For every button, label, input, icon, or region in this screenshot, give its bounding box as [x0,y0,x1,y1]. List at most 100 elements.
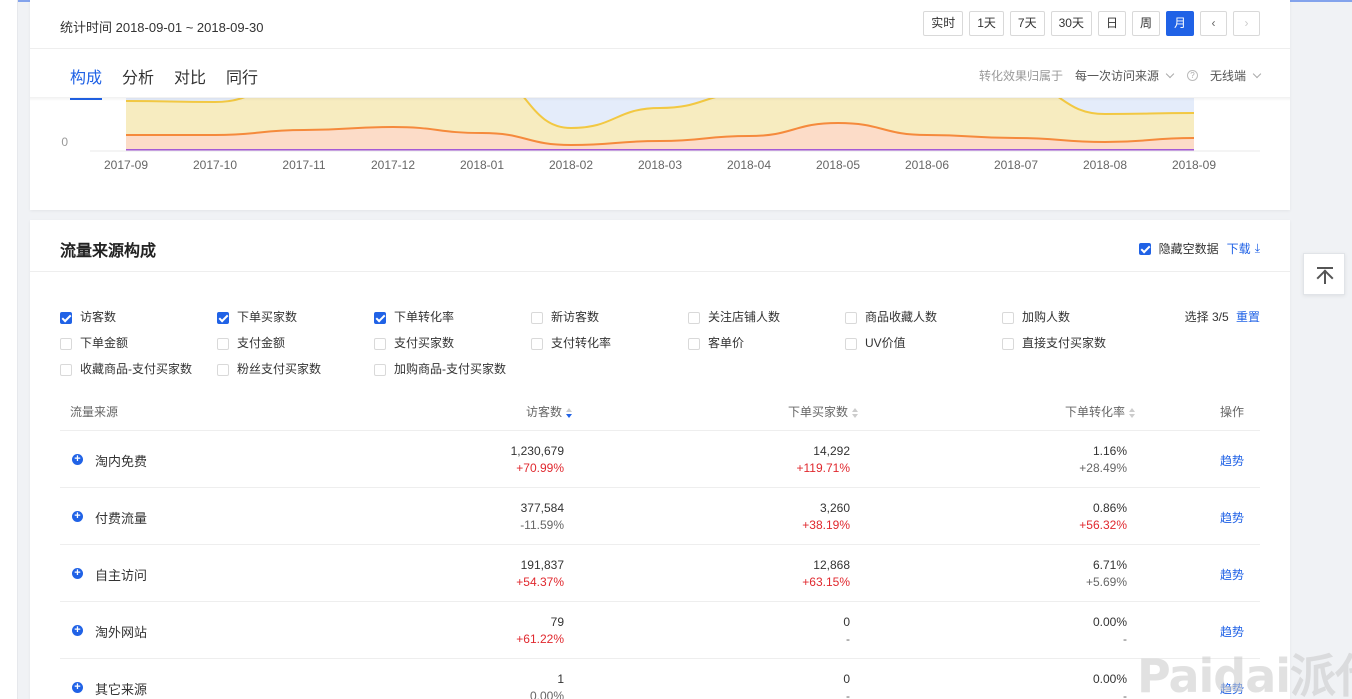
header-source: 流量来源 [70,405,119,419]
metric-option[interactable]: 加购商品-支付买家数 [374,360,506,377]
metric-option[interactable]: 加购人数 [1002,308,1070,325]
x-tick-label: 2018-09 [1172,158,1216,172]
metric-checkbox[interactable] [374,363,386,376]
table-row: + 淘外网站 79 +61.22% 0-0.00% - 趋势 [60,602,1260,659]
buyers-value: 14,292 [813,444,850,458]
hide-empty-checkbox[interactable] [1138,242,1151,255]
period-button[interactable]: 7天 [1009,11,1045,36]
rate-change: - [1123,632,1127,646]
attribution-label: 转化效果归属于 [978,69,1063,83]
metric-checkbox[interactable] [217,363,229,376]
expand-plus-icon[interactable]: + [72,511,83,522]
download-icon[interactable]: ⤓ [1254,241,1260,255]
metric-option[interactable]: 支付转化率 [531,334,611,351]
attribution-selector: 转化效果归属于 每一次访问来源 ? 无线端 [978,67,1262,84]
expand-plus-icon[interactable]: + [72,625,83,636]
metric-option[interactable]: 访客数 [60,308,116,325]
metric-checkbox[interactable] [60,311,72,324]
sort-icon[interactable] [852,407,859,418]
metric-label: 支付买家数 [394,336,455,350]
trend-link[interactable]: 趋势 [1220,454,1245,468]
back-to-top-button[interactable] [1303,253,1345,295]
watermark-logo: Paidai派代 [1137,649,1352,699]
metric-label: 商品收藏人数 [865,310,938,324]
metric-checkbox[interactable] [845,311,857,324]
prev-period-button[interactable]: ‹ [1200,11,1227,36]
reset-link[interactable]: 重置 [1235,310,1260,324]
period-button[interactable]: 日 [1097,11,1126,36]
chevron-down-icon[interactable] [1165,69,1175,79]
metric-checkbox[interactable] [531,311,543,324]
device-dropdown[interactable]: 无线端 [1209,69,1246,83]
metric-label: UV价值 [865,336,906,350]
x-tick-label: 2017-12 [371,158,415,172]
metric-option[interactable]: 新访客数 [531,308,599,325]
period-button[interactable]: 周 [1131,11,1160,36]
buyers-cell: 12,868 +63.15% [802,557,850,591]
metric-option[interactable]: 下单买家数 [217,308,297,325]
header-visitors[interactable]: 访客数 [526,403,573,420]
sort-desc-icon[interactable] [566,407,573,418]
buyers-change: +119.71% [796,461,851,475]
metric-checkbox[interactable] [531,337,543,350]
download-link[interactable]: 下载 [1226,242,1251,256]
period-button[interactable]: 1天 [969,11,1004,36]
tab-item[interactable]: 构成 [70,64,103,100]
tab-item[interactable]: 分析 [122,70,155,87]
trend-link[interactable]: 趋势 [1220,568,1245,582]
metric-option[interactable]: 直接支付买家数 [1002,334,1106,351]
tab-item[interactable]: 同行 [226,70,259,87]
metric-option[interactable]: 客单价 [688,334,744,351]
period-selector: 实时 1天 7天 30天日周月 ‹ › [923,11,1260,36]
header-buyers-label: 下单买家数 [788,405,849,419]
metric-checkbox[interactable] [688,311,700,324]
divider [30,48,1290,49]
period-button[interactable]: 月 [1165,11,1194,36]
metric-option[interactable]: 下单金额 [60,334,128,351]
rate-value: 0.00% [1092,672,1127,686]
rate-change: - [1123,689,1127,699]
metric-checkbox[interactable] [60,337,72,350]
rate-value: 0.86% [1092,501,1127,515]
metric-checkbox[interactable] [688,337,700,350]
metric-option[interactable]: 收藏商品-支付买家数 [60,360,192,377]
header-rate[interactable]: 下单转化率 [1065,403,1136,420]
visitors-change: 0.00% [529,689,564,699]
visitors-value: 1 [557,672,564,686]
metric-checkbox[interactable] [217,337,229,350]
metric-option[interactable]: 商品收藏人数 [845,308,937,325]
period-button[interactable]: 实时 [923,11,964,36]
table-row: + 其它来源 1 0.00% 0-0.00% - 趋势 [60,659,1260,699]
metric-option[interactable]: 支付金额 [217,334,285,351]
expand-plus-icon[interactable]: + [72,454,83,465]
trend-link[interactable]: 趋势 [1220,511,1245,525]
tab-item[interactable]: 对比 [174,70,207,87]
metric-checkbox[interactable] [1002,311,1014,324]
metric-option[interactable]: 支付买家数 [374,334,454,351]
metric-checkbox[interactable] [1002,337,1014,350]
metric-option[interactable]: 下单转化率 [374,308,454,325]
metric-checkbox[interactable] [374,337,386,350]
expand-plus-icon[interactable]: + [72,568,83,579]
next-period-button[interactable]: › [1233,11,1260,36]
x-tick-label: 2017-09 [104,158,148,172]
header-buyers[interactable]: 下单买家数 [788,403,859,420]
metric-checkbox[interactable] [217,311,229,324]
expand-plus-icon[interactable]: + [72,682,83,693]
visitors-cell: 1,230,679 +70.99% [511,443,564,477]
metric-label: 粉丝支付买家数 [237,362,322,376]
visitors-change: -11.59% [520,518,564,532]
sort-icon[interactable] [1129,407,1136,418]
metric-option[interactable]: 粉丝支付买家数 [217,360,321,377]
attribution-dropdown[interactable]: 每一次访问来源 [1074,69,1159,83]
metric-checkbox[interactable] [374,311,386,324]
metric-checkbox[interactable] [845,337,857,350]
period-button[interactable]: 30天 [1050,11,1092,36]
metric-option[interactable]: UV价值 [845,334,906,351]
trend-link[interactable]: 趋势 [1220,682,1245,696]
metric-option[interactable]: 关注店铺人数 [688,308,780,325]
help-icon[interactable]: ? [1186,70,1198,81]
metric-checkbox[interactable] [60,363,72,376]
trend-link[interactable]: 趋势 [1220,625,1245,639]
chevron-down-icon[interactable] [1252,69,1262,79]
